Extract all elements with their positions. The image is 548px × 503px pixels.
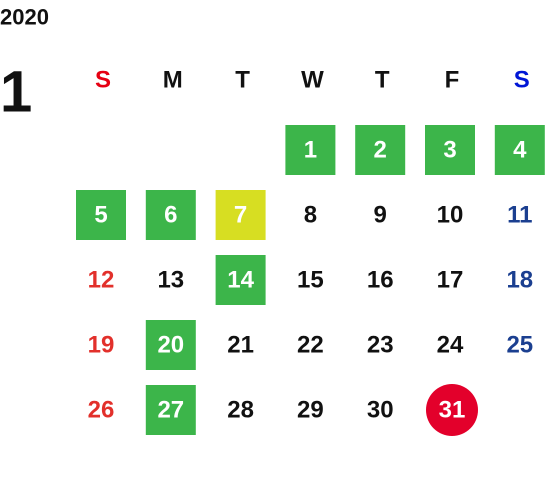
month: 1 (0, 60, 32, 125)
day-number: 15 (297, 267, 324, 294)
day-number: 12 (88, 267, 115, 294)
day-number: 22 (297, 332, 324, 359)
day-number: 14 (227, 267, 254, 294)
day-number: 19 (88, 332, 115, 359)
day-number: 28 (227, 397, 254, 424)
day-highlight (355, 125, 406, 175)
day-highlight (215, 190, 266, 240)
day-number: 17 (437, 267, 464, 294)
day-number: 29 (297, 397, 324, 424)
day-number: 11 (507, 202, 532, 229)
day-number: 3 (443, 137, 456, 164)
day-highlight (145, 320, 196, 370)
weekday-label: S (514, 67, 530, 94)
day-number: 7 (234, 202, 247, 229)
day-number: 5 (94, 202, 107, 229)
day-number: 8 (304, 202, 317, 229)
day-highlight (425, 125, 475, 175)
day-highlight (145, 190, 196, 240)
day-number: 4 (513, 137, 527, 164)
day-number: 20 (157, 332, 184, 359)
weekday-label: M (163, 67, 183, 94)
day-number: 30 (367, 397, 394, 424)
day-highlight (215, 255, 266, 305)
weekday-label: S (95, 67, 111, 94)
weekday-label: F (445, 67, 460, 94)
day-highlight (494, 125, 545, 175)
day-number: 31 (439, 397, 466, 424)
day-number: 13 (157, 267, 184, 294)
day-highlight (285, 125, 336, 175)
day-number: 24 (437, 332, 464, 359)
day-number: 18 (506, 267, 533, 294)
day-number: 6 (164, 202, 177, 229)
day-number: 10 (437, 202, 464, 229)
weekday-label: T (375, 67, 390, 94)
day-highlight (145, 385, 196, 435)
year: 2020 (0, 5, 49, 30)
day-number: 1 (304, 137, 317, 164)
day-number: 21 (227, 332, 254, 359)
day-number: 2 (374, 137, 387, 164)
day-number: 9 (374, 202, 387, 229)
day-highlight (76, 190, 126, 240)
day-number: 16 (367, 267, 394, 294)
day-number: 26 (88, 397, 115, 424)
day-number: 25 (506, 332, 533, 359)
day-highlight (426, 384, 478, 436)
day-number: 23 (367, 332, 394, 359)
day-number: 27 (157, 397, 184, 424)
weekday-label: W (301, 67, 324, 94)
weekday-label: T (235, 67, 250, 94)
